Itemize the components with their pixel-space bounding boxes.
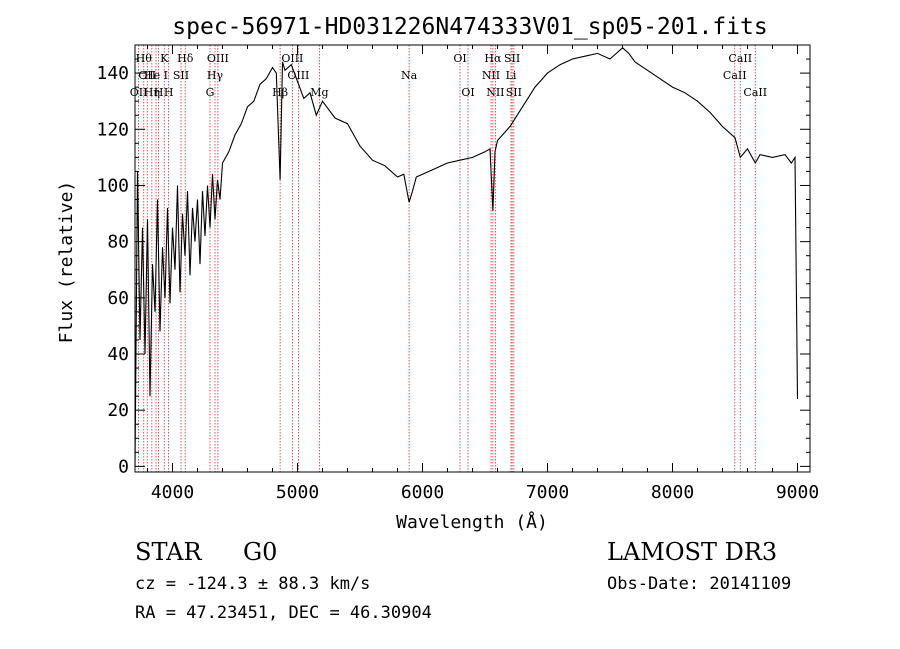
line-marker-label: OI (453, 52, 466, 65)
line-marker-label: H (164, 86, 174, 99)
line-marker-label: OIII (281, 52, 303, 65)
y-tick-label: 120 (96, 119, 129, 140)
line-marker-label: SII (173, 69, 189, 82)
coordinates-text: RA = 47.23451, DEC = 46.30904 (135, 603, 432, 623)
line-marker-label: Hη (144, 86, 160, 99)
y-tick-label: 100 (96, 175, 129, 196)
line-marker-label: Li (506, 69, 517, 82)
x-tick-label: 6000 (401, 482, 444, 503)
line-marker-label: He I (144, 69, 168, 82)
redshift-text: cz = -124.3 ± 88.3 km/s (135, 574, 371, 594)
x-tick-label: 9000 (776, 482, 819, 503)
object-class: STAR (135, 538, 202, 566)
y-tick-label: 20 (107, 400, 129, 421)
line-marker-label: G (206, 86, 215, 99)
line-marker-label: NII (482, 69, 500, 82)
line-marker-label: OIII (207, 52, 229, 65)
plot-frame (134, 44, 811, 473)
line-marker-label: CaII (728, 52, 752, 65)
line-marker-label: Hα (484, 52, 502, 65)
line-marker-label: OII (138, 69, 156, 82)
x-axis: 4000 5000 6000 7000 8000 9000 (147, 45, 819, 503)
line-marker-label: Mg (310, 86, 328, 99)
y-tick-label: 0 (118, 456, 129, 477)
line-marker-label: Hγ (207, 69, 224, 82)
x-tick-label: 4000 (151, 482, 194, 503)
line-marker-label: Na (401, 69, 418, 82)
line-marker-label: K (160, 52, 169, 65)
line-marker-label: OI (461, 86, 474, 99)
line-marker-label: Hθ (136, 52, 153, 65)
y-tick-label: 60 (107, 288, 129, 309)
line-marker-label: H (154, 86, 164, 99)
line-marker-label: CaII (743, 86, 767, 99)
line-marker-label: OIII (287, 69, 309, 82)
object-subclass: G0 (243, 538, 278, 566)
y-tick-label: 140 (96, 63, 129, 84)
line-marker-label: Hβ (272, 86, 288, 99)
line-marker-label: SII (504, 52, 520, 65)
y-tick-label: 40 (107, 344, 129, 365)
y-axis: 0 20 40 60 80 100 120 140 (96, 58, 810, 477)
obs-date-text: Obs-Date: 20141109 (607, 574, 792, 594)
y-tick-label: 80 (107, 232, 129, 253)
line-marker-label: CaII (723, 69, 747, 82)
line-marker-label: Hδ (177, 52, 194, 65)
chart-title: spec-56971-HD031226N474333V01_sp05-201.f… (172, 14, 767, 40)
line-marker-label: NII (486, 86, 504, 99)
x-tick-label: 7000 (526, 482, 569, 503)
emission-line-markers (138, 45, 756, 472)
spectrum-line (134, 47, 799, 467)
line-marker-label: OII (130, 86, 148, 99)
x-tick-label: 5000 (276, 482, 319, 503)
survey-name: LAMOST DR3 (607, 538, 778, 566)
x-tick-label: 8000 (651, 482, 694, 503)
y-axis-label: Flux (relative) (56, 181, 77, 344)
x-axis-label: Wavelength (Å) (396, 511, 548, 533)
line-marker-label: SII (506, 86, 522, 99)
